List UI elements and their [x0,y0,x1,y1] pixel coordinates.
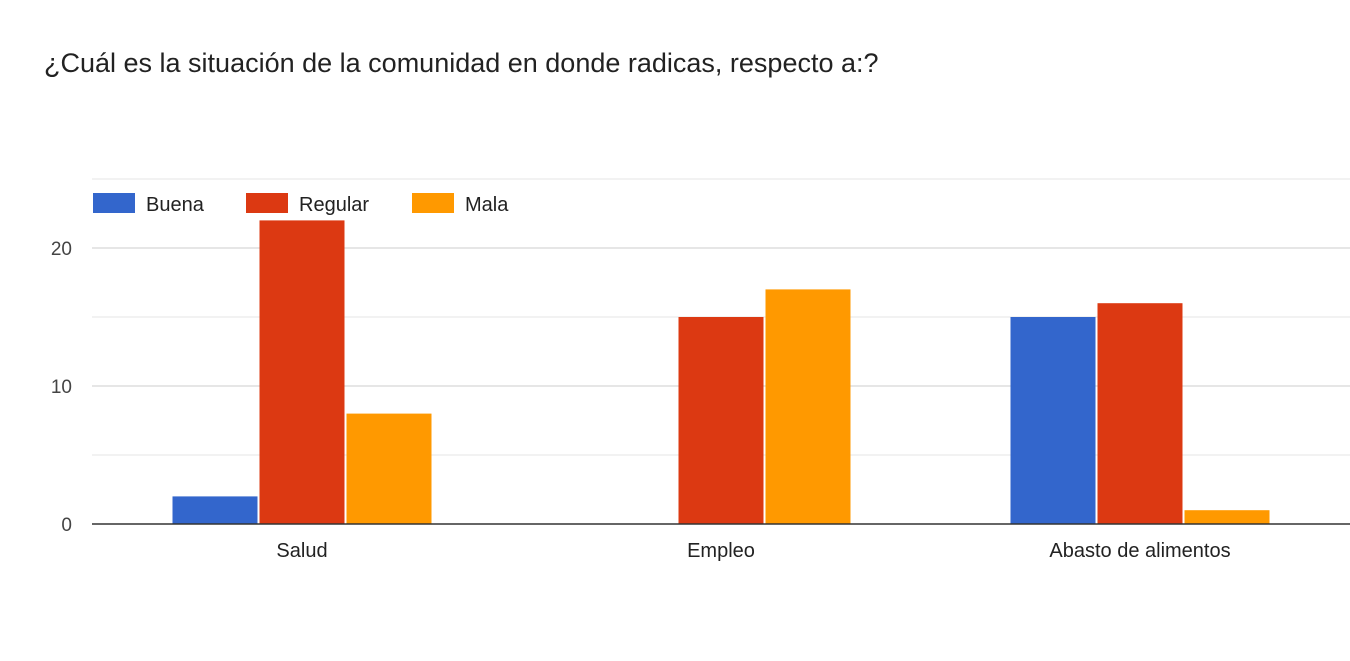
x-axis-categories: Salud Empleo Abasto de alimentos [276,540,1230,562]
legend-swatch-buena [93,193,135,213]
bars [172,220,1270,524]
legend-label-regular: Regular [299,194,369,216]
y-tick-label: 20 [51,239,72,260]
bar-regular-empleo [678,317,764,524]
bar-regular-salud [259,220,345,524]
x-category-label: Empleo [687,540,755,562]
legend-swatch-regular [246,193,288,213]
legend-swatch-mala [412,193,454,213]
bar-mala-abasto-de-alimentos [1184,510,1270,524]
y-tick-label: 10 [51,377,72,398]
y-axis-ticks: 0 10 20 [51,239,72,536]
bar-mala-salud [346,413,432,524]
bar-buena-salud [172,496,258,524]
y-tick-label: 0 [61,515,72,536]
legend: Buena Regular Mala [93,193,509,216]
bar-regular-abasto-de-alimentos [1097,303,1183,524]
chart-title: ¿Cuál es la situación de la comunidad en… [44,48,879,78]
legend-label-mala: Mala [465,194,509,216]
bar-buena-abasto-de-alimentos [1010,317,1096,524]
x-category-label: Abasto de alimentos [1049,540,1230,562]
legend-label-buena: Buena [146,194,205,216]
bar-mala-empleo [765,289,851,524]
x-category-label: Salud [276,540,327,562]
